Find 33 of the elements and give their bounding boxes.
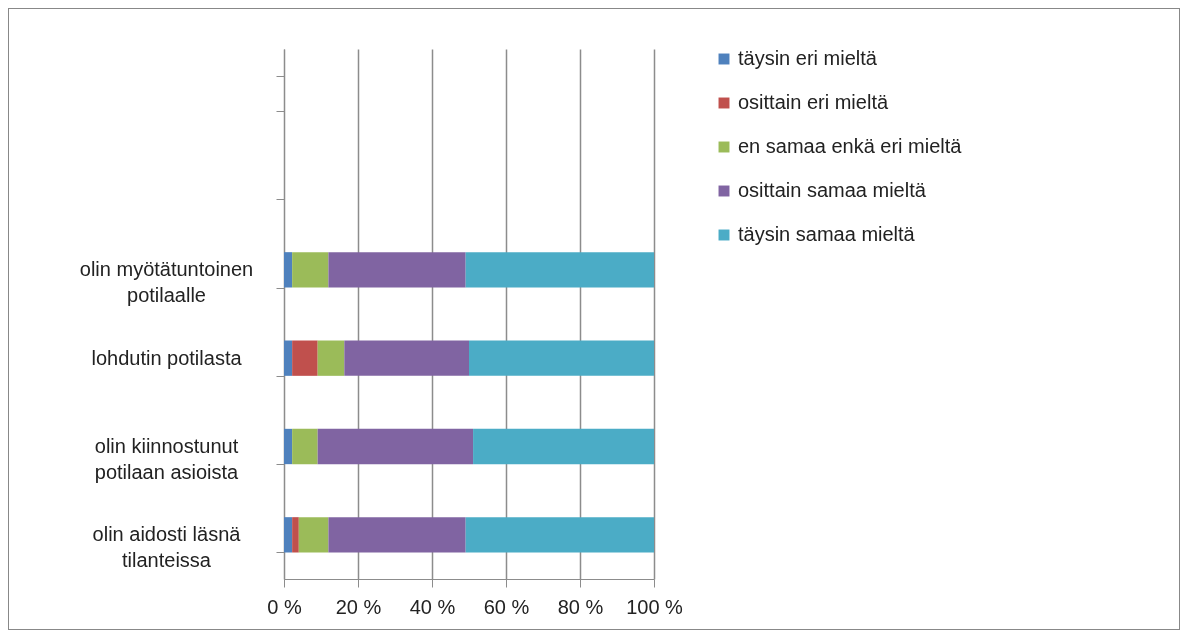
legend-label: en samaa enkä eri mieltä — [738, 135, 963, 157]
bar — [317, 428, 474, 465]
x-tick-label: 80 % — [557, 595, 604, 618]
bar — [284, 517, 293, 553]
legend-label: täysin eri mieltä — [738, 47, 878, 69]
bar — [328, 252, 466, 288]
bar — [469, 340, 654, 376]
bar — [284, 252, 293, 288]
legend-label: täysin samaa mieltä — [738, 223, 916, 245]
bar — [328, 517, 466, 553]
bar — [465, 517, 654, 553]
y-tick-label: olin myötätuntoinen potilaalle — [79, 258, 254, 307]
bar — [284, 340, 293, 376]
x-tick-label: 60 % — [483, 595, 530, 618]
y-tick-label: lohdutin potilasta — [91, 346, 243, 369]
bar — [465, 252, 654, 288]
x-tick-label: 40 % — [409, 595, 456, 618]
bar — [284, 428, 293, 465]
bar — [292, 252, 329, 288]
bar — [473, 428, 654, 465]
bar — [317, 340, 345, 376]
y-tick-label: olin kiinnostunut potilaan asioista — [94, 435, 240, 483]
bar — [292, 428, 318, 465]
x-tick-label: 20 % — [335, 595, 382, 618]
legend-label: osittain samaa mieltä — [738, 179, 927, 201]
x-tick-label: 0 % — [267, 595, 302, 618]
y-tick-label: olin aidosti läsnä tilanteissa — [92, 523, 242, 572]
legend-label: osittain eri mieltä — [738, 91, 889, 113]
x-tick-label: 100 % — [626, 595, 684, 618]
bar — [298, 517, 329, 553]
bar — [292, 340, 318, 376]
bar — [344, 340, 469, 376]
bar — [292, 517, 299, 553]
